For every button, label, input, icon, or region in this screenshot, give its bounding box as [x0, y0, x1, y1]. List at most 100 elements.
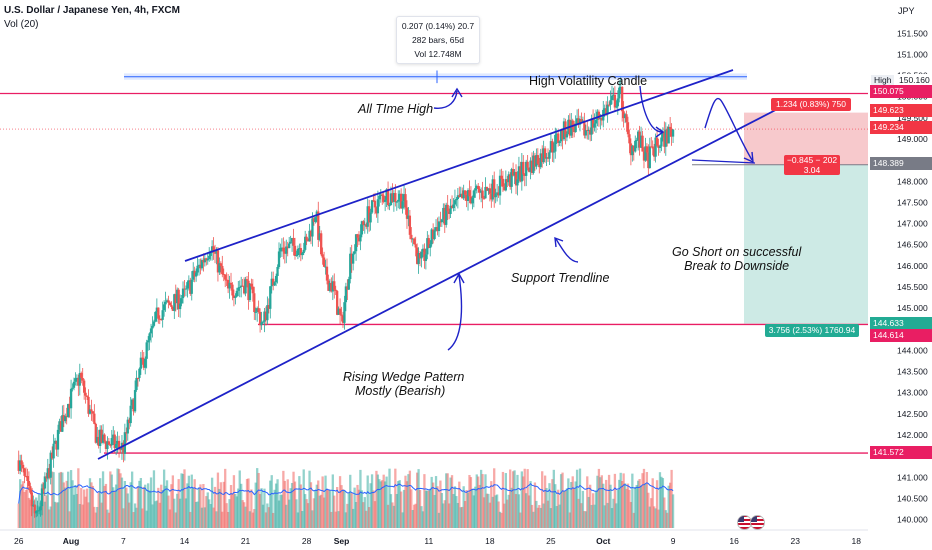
candle — [161, 310, 164, 320]
candle — [235, 290, 238, 297]
time-tick-label: 25 — [546, 536, 556, 546]
volume-bar — [427, 490, 430, 528]
candle — [555, 133, 558, 135]
risk-label[interactable]: 1.234 (0.83%) 750 — [771, 98, 851, 111]
candle — [106, 441, 109, 449]
volume-bar — [580, 503, 583, 528]
volume-bar — [618, 479, 621, 528]
candle — [628, 134, 631, 144]
candle — [251, 286, 254, 294]
price-tick-label: 149.000 — [897, 134, 928, 144]
volume-bar — [551, 479, 554, 528]
candle — [39, 506, 42, 511]
candle — [314, 217, 317, 222]
time-axis[interactable]: 26 Aug 7 14 21 28 Sep 11 18 25 Oct 9 16 23 18 — [0, 529, 868, 546]
candle — [511, 169, 515, 176]
price-tick-label: 148.000 — [897, 176, 928, 186]
annotation-high-volatility-candle[interactable]: High Volatility Candle — [529, 74, 648, 88]
volume-bar — [245, 478, 249, 528]
volume-bar — [519, 512, 522, 528]
volume-bar — [282, 470, 285, 528]
annotation-all-time-high[interactable]: All TIme High — [358, 102, 434, 116]
candle — [373, 200, 377, 208]
candle — [382, 195, 385, 202]
annotation-support-trendline[interactable]: Support Trendline — [511, 271, 610, 285]
candle — [334, 289, 337, 292]
volume-bar — [392, 505, 396, 528]
volume-bar — [542, 503, 545, 528]
candle — [629, 143, 633, 156]
candle — [564, 121, 567, 138]
volume-bar — [311, 510, 314, 528]
volume-bar — [139, 478, 143, 528]
us-flag-icon[interactable] — [750, 515, 765, 530]
volume-bar — [465, 490, 468, 528]
price-tick-label: 143.500 — [897, 367, 928, 377]
volume-bar — [61, 472, 64, 528]
volume-bar — [289, 488, 292, 528]
volume-bar — [666, 512, 669, 528]
candle — [497, 192, 500, 196]
position-zones — [692, 112, 879, 324]
volume-bar — [165, 480, 169, 528]
price-tick-label: 140.500 — [897, 493, 928, 503]
volume-bar — [67, 471, 70, 528]
candle — [349, 253, 352, 280]
volume-bar — [581, 490, 585, 528]
volume-bar — [546, 500, 550, 528]
candle — [200, 260, 204, 269]
candle — [552, 151, 555, 153]
volume-bar — [514, 494, 518, 528]
candle — [234, 296, 237, 298]
volume-bar — [463, 501, 467, 528]
volume-bar — [535, 500, 538, 528]
volume-bar — [251, 512, 254, 528]
volume-bar — [517, 494, 521, 528]
candle — [404, 194, 407, 208]
volume-indicator-label[interactable]: Vol (20) — [4, 19, 39, 30]
volume-bar — [484, 474, 487, 528]
candle — [103, 434, 106, 442]
volume-bar — [410, 489, 413, 528]
annotation-go-short[interactable]: Go Short on successful Break to Downside — [672, 245, 801, 273]
volume-bar — [279, 494, 282, 528]
reward-label[interactable]: 3.756 (2.53%) 1760.94 — [765, 324, 859, 337]
candle — [369, 212, 372, 223]
candle — [226, 280, 230, 289]
volume-bar — [622, 473, 625, 528]
volume-bar — [91, 485, 95, 528]
volume-bar — [663, 497, 666, 528]
volume-bar — [263, 488, 266, 528]
candle — [360, 221, 364, 235]
volume-bar — [490, 481, 493, 528]
volume-bar — [215, 511, 218, 528]
time-tick-label: Aug — [63, 536, 80, 546]
high-tag: High — [871, 75, 895, 86]
current-pnl-label[interactable]: −0.845 − 202 3.04 — [784, 155, 840, 175]
price-tick-label: 144.000 — [897, 345, 928, 355]
candle — [362, 221, 365, 225]
price-tick-label: 145.500 — [897, 282, 928, 292]
candle — [59, 421, 63, 432]
volume-bar — [110, 474, 113, 528]
candle — [272, 278, 275, 286]
volume-bar — [449, 477, 452, 528]
volume-bar — [171, 475, 175, 528]
candle — [29, 486, 32, 493]
volume-bar — [434, 476, 438, 528]
candle — [196, 265, 199, 273]
volume-bar — [126, 493, 129, 528]
candle — [399, 193, 403, 209]
candle — [126, 419, 129, 434]
volume-bar — [599, 477, 602, 528]
volume-bar — [74, 485, 77, 528]
symbol-title[interactable]: U.S. Dollar / Japanese Yen, 4h, FXCM — [4, 5, 180, 16]
candle — [430, 229, 433, 245]
volume-bar — [575, 469, 579, 528]
volume-bar — [340, 485, 343, 528]
annotation-rising-wedge[interactable]: Rising Wedge Pattern Mostly (Bearish) — [343, 370, 464, 398]
candle — [398, 193, 401, 200]
candle — [32, 504, 35, 507]
candle — [474, 188, 477, 191]
